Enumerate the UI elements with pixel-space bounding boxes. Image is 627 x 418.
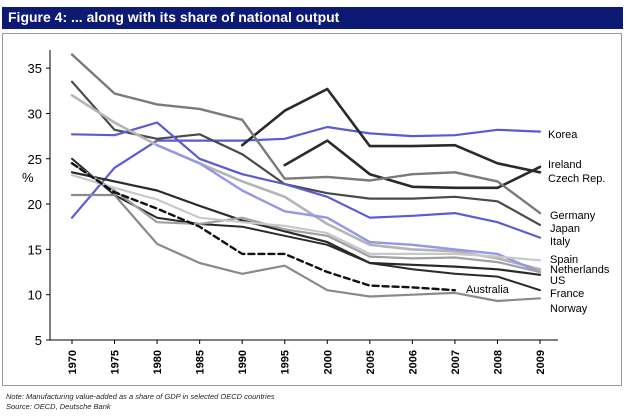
x-tick-label: 1975 [110, 350, 122, 374]
chart-source: Source: OECD, Deutsche Bank [6, 402, 111, 411]
y-tick-label: 20 [28, 197, 42, 212]
series-line-netherlands [155, 144, 542, 274]
x-tick-label: 2005 [365, 350, 377, 374]
x-tick-label: 2008 [492, 350, 504, 374]
series-label-czech-rep-: Czech Rep. [548, 173, 605, 185]
y-tick-label: 35 [28, 61, 42, 76]
series-line-korea [70, 125, 542, 219]
series-label-korea: Korea [548, 129, 578, 141]
series-line-us [70, 171, 542, 276]
series-label-spain: Spain [550, 254, 578, 266]
series-label-japan: Japan [550, 223, 580, 235]
series-label-germany: Germany [550, 210, 596, 222]
y-tick-label: 10 [28, 288, 42, 303]
x-tick-label: 1970 [67, 350, 79, 374]
chart-frame [2, 33, 622, 386]
series-line-gray-b [70, 174, 542, 262]
y-axis-label: % [22, 170, 34, 185]
y-tick-label: 30 [28, 106, 42, 121]
series-line-australia [70, 162, 457, 292]
chart-note: Note: Manufacturing value-added as a sha… [6, 392, 275, 401]
series-line-france [71, 157, 541, 292]
series-line-italy [70, 121, 542, 239]
x-tick-label: 2009 [535, 350, 547, 374]
series-label-netherlands: Netherlands [550, 264, 610, 276]
chart-axes: 5 10 15 20 25 30 35% 1970 1975 1980 1985 1990 1995 20… [22, 50, 558, 374]
series-line-spain [70, 94, 542, 271]
y-tick-label: 15 [28, 242, 42, 257]
y-tick-label: 25 [28, 152, 42, 167]
series-line-ireland [283, 139, 542, 190]
series-line-norway [70, 193, 542, 303]
series-line-czech-rep- [240, 87, 542, 174]
series-label-france: France [550, 288, 584, 300]
x-tick-label: 1995 [280, 350, 292, 374]
series-label-italy: Italy [550, 236, 571, 248]
x-tick-label: 1985 [195, 350, 207, 374]
series-line-germany [70, 53, 542, 215]
x-tick-label: 1990 [237, 350, 249, 374]
x-tick-label: 2000 [322, 350, 334, 374]
series-line-japan [70, 80, 542, 226]
series-label-ireland: Ireland [548, 159, 582, 171]
x-tick-label: 2007 [450, 350, 462, 374]
series-label-australia: Australia [466, 284, 510, 296]
y-tick-label: 5 [35, 333, 42, 348]
x-tick-label: 1980 [152, 350, 164, 374]
series-label-us: US [550, 275, 565, 287]
x-tick-label: 2006 [407, 350, 419, 374]
figure-title-bar: Figure 4: ... along with its share of na… [2, 7, 623, 29]
series-label-norway: Norway [550, 303, 588, 315]
chart-series [70, 53, 542, 303]
figure-title: Figure 4: ... along with its share of na… [8, 9, 340, 25]
series-line-gray-a [70, 162, 542, 274]
